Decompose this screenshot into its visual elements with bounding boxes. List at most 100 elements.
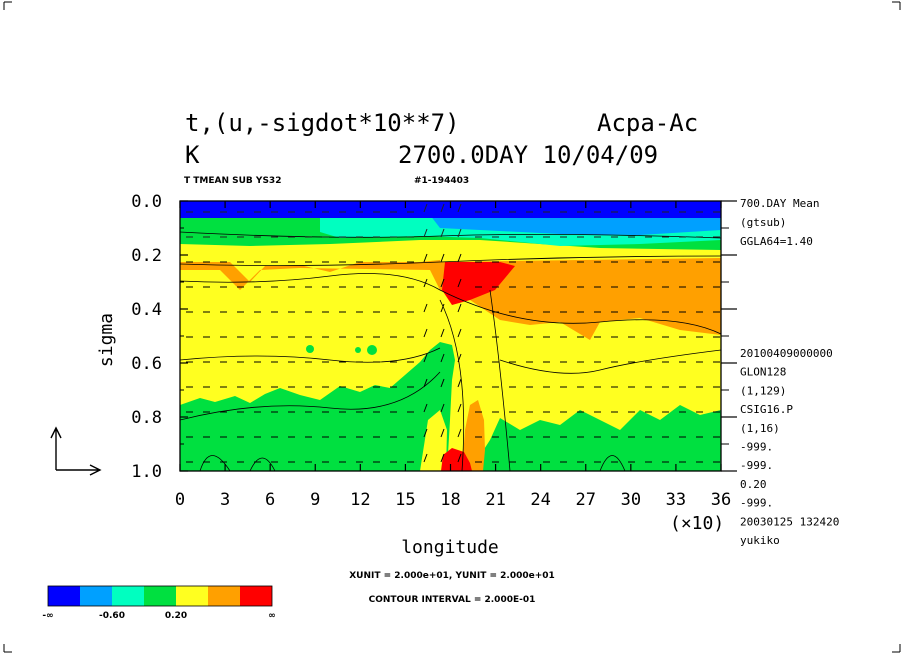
y-tick-label: 0.4 [131, 300, 162, 320]
right-info-line: 0.20 [740, 478, 767, 491]
colorbar-label: ∞ [268, 611, 276, 621]
contour-line [199, 455, 626, 471]
units-label: K [185, 141, 200, 169]
colorbar-swatch [144, 586, 176, 606]
vector-arrow [440, 328, 445, 338]
y-tick-label: 0.0 [131, 192, 162, 212]
field-shading [180, 201, 721, 471]
x-tick-label: 36 [711, 490, 731, 510]
colorbar-swatch [176, 586, 208, 606]
vector-arrow [457, 353, 462, 363]
vector-arrow [457, 278, 462, 288]
colorbar-frame [47, 585, 273, 607]
vector-arrow [440, 303, 445, 313]
axes: 0 3 6 9 12 15 18 21 24 27 30 33 360.00.20.40.60.81.0 [131, 192, 737, 510]
colorbar-swatch [80, 586, 112, 606]
right-info-line: (gtsub) [740, 216, 786, 229]
x-tick-label: 21 [485, 490, 505, 510]
contour-line [180, 347, 441, 363]
x-tick-label: 27 [576, 490, 596, 510]
contour-lines [180, 231, 721, 471]
vector-arrow [457, 228, 462, 238]
right-info-line: -999. [740, 459, 773, 472]
x-tick-label: 33 [666, 490, 686, 510]
right-info-line: CSIG16.P [740, 403, 793, 416]
vector-arrow [457, 453, 462, 463]
field-orange-lower [462, 400, 485, 471]
right-info-line: 20100409000000 [740, 347, 833, 360]
vector-arrow [423, 253, 428, 263]
contour-interval-footer: CONTOUR INTERVAL = 2.000E-01 [369, 595, 536, 605]
vector-arrow [423, 203, 428, 213]
colorbar-swatch [240, 586, 272, 606]
field-red-upper [442, 262, 515, 305]
contour-line [180, 371, 441, 421]
vector-arrow [457, 428, 462, 438]
vector-arrow [423, 328, 428, 338]
x-tick-label: 24 [530, 490, 550, 510]
vector-arrow [440, 253, 445, 263]
contour-line [180, 273, 721, 335]
vector-arrow [423, 228, 428, 238]
contour-line [499, 349, 721, 374]
colorbar-label: -0.60 [99, 611, 125, 621]
x-axis-label: longitude [401, 537, 499, 558]
units-footer: XUNIT = 2.000e+01, YUNIT = 2.000e+01 [349, 571, 555, 581]
right-info-line: (1,129) [740, 384, 786, 397]
field-red-lower [441, 448, 472, 471]
x-multiplier-label: (×10) [670, 513, 724, 534]
vector-arrow [440, 353, 445, 363]
vector-arrows [186, 203, 720, 463]
right-info-line: -999. [740, 441, 773, 454]
x-tick-label: 6 [265, 490, 275, 510]
field-green-spot [306, 345, 314, 353]
contour-line [180, 255, 721, 266]
right-info-line: yukiko [740, 534, 780, 547]
vector-arrow [440, 403, 445, 413]
subtitle-right: #1-194403 [414, 176, 469, 186]
colorbar-swatch [48, 586, 80, 606]
y-tick-label: 0.2 [131, 246, 162, 266]
time-label: 2700.0DAY 10/04/09 [398, 141, 658, 169]
vector-arrow [457, 303, 462, 313]
vector-arrow [457, 328, 462, 338]
field-orange-upper [180, 258, 721, 340]
right-info-line: 20030125 132420 [740, 515, 839, 528]
vector-arrow [457, 378, 462, 388]
right-info-line: GGLA64=1.40 [740, 235, 813, 248]
x-tick-label: 3 [220, 490, 230, 510]
contour-line [180, 231, 721, 239]
vector-arrow [423, 378, 428, 388]
y-axis-label: sigma [96, 313, 117, 367]
vector-arrow [440, 228, 445, 238]
vector-arrow [423, 403, 428, 413]
vector-arrow [440, 378, 445, 388]
chart-title: t,(u,-sigdot*10**7) [185, 109, 460, 137]
field-lightblue-upper [430, 215, 721, 235]
vector-arrow [440, 453, 445, 463]
vector-arrow [423, 453, 428, 463]
colorbar: -∞ -0.60 0.20 ∞ [42, 585, 276, 621]
x-tick-label: 0 [175, 490, 185, 510]
contour-line [489, 289, 511, 471]
colorbar-swatch [112, 586, 144, 606]
x-tick-label: 30 [621, 490, 641, 510]
corner-marks [3, 1, 901, 653]
reference-vector [50, 426, 102, 476]
vector-arrow [457, 253, 462, 263]
field-green-spot [355, 347, 361, 353]
colorbar-label: -∞ [42, 611, 53, 621]
vector-arrow [457, 403, 462, 413]
vector-arrow [457, 203, 462, 213]
vector-arrow [423, 428, 428, 438]
field-green-lower [180, 342, 721, 471]
right-info-line: -999. [740, 497, 773, 510]
vector-arrow [440, 278, 445, 288]
run-name: Acpa-Ac [597, 109, 698, 137]
y-tick-label: 1.0 [131, 462, 162, 482]
right-info-block: 700.DAY Mean (gtsub) GGLA64=1.40 2010040900… [740, 197, 839, 547]
y-tick-label: 0.8 [131, 408, 162, 428]
subtitle-left: T TMEAN SUB YS32 [184, 176, 281, 186]
field-green-spot [367, 345, 377, 355]
